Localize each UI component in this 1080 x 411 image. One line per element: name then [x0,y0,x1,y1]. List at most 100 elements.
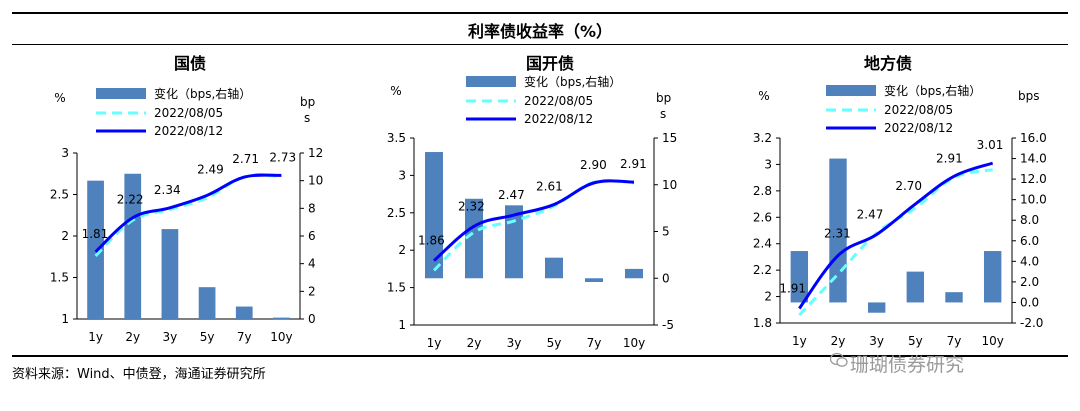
panel-title-local: 地方债 [863,54,912,73]
left-tick-label: 3.2 [753,131,772,145]
data-label: 2.91 [936,151,963,165]
bar-change-7y [945,292,963,303]
left-tick-label: 1.5 [50,271,69,285]
data-label: 1.81 [82,227,109,241]
data-label: 2.47 [498,188,525,202]
data-label: 1.91 [779,281,806,295]
right-tick-label: -2.0 [1020,316,1043,330]
left-axis-label: % [390,84,401,98]
data-label: 2.71 [232,152,259,166]
data-label: 2.34 [154,183,181,197]
right-tick-label: 15 [662,131,677,145]
left-tick-label: 3 [764,157,772,171]
data-label: 2.70 [895,179,922,193]
data-label: 2.49 [197,162,224,176]
legend-label-cur: 2022/08/12 [524,112,593,126]
bar-change-2y [124,173,142,319]
data-label: 2.31 [824,227,851,241]
legend-label-bar: 变化（bps,右轴） [884,83,981,98]
right-tick-label: 12.0 [1020,172,1047,186]
right-tick-label: -5 [662,318,674,332]
data-label: 1.86 [418,234,445,248]
right-tick-label: 2.0 [1020,275,1039,289]
right-tick-label: 5 [662,225,670,239]
left-tick-label: 2.5 [50,188,69,202]
bar-change-1y [790,251,809,303]
bar-change-10y [273,317,290,320]
left-tick-label: 3 [398,168,406,182]
bar-change-10y [983,251,1002,303]
right-axis-label: bp [300,95,315,109]
line-20220812 [433,179,635,262]
bar-change-3y [161,229,179,319]
legend-swatch-bar [826,85,876,96]
data-label: 3.01 [977,138,1004,152]
bar-change-1y [425,152,443,279]
right-tick-label: 10 [308,174,323,188]
data-label: 2.47 [857,207,884,221]
legend-label-prev: 2022/08/05 [884,103,953,117]
x-tick-label: 1y [792,334,807,348]
data-label: 2.22 [117,193,144,207]
right-tick-label: 12 [308,146,323,160]
x-tick-label: 7y [947,334,962,348]
legend-label-prev: 2022/08/05 [524,94,593,108]
x-tick-label: 10y [270,330,292,344]
data-label: 2.61 [536,180,563,194]
top-rule [12,12,1068,14]
left-tick-label: 1 [398,318,406,332]
bar-change-5y [545,257,563,279]
right-tick-label: 6.0 [1020,234,1039,248]
bar-change-10y [625,268,643,279]
left-tick-label: 2.4 [753,237,772,251]
figure-title: 利率债收益率（%） [467,22,613,41]
x-tick-label: 5y [547,336,562,350]
title-rule [12,44,1068,45]
x-tick-label: 1y [88,330,103,344]
x-tick-label: 7y [237,330,252,344]
right-axis-label: bps [1018,89,1040,103]
data-label: 2.73 [269,150,296,164]
left-tick-label: 3.5 [387,131,406,145]
left-axis-label: % [54,91,65,105]
legend-label-prev: 2022/08/05 [154,106,223,120]
right-tick-label: 14.0 [1020,152,1047,166]
right-tick-label: 6 [308,229,316,243]
left-tick-label: 2 [764,290,772,304]
bar-change-7y [585,278,603,282]
x-tick-label: 10y [981,334,1003,348]
right-tick-label: 4.0 [1020,254,1039,268]
right-tick-label: 0.0 [1020,295,1039,309]
bottom-rule [12,355,1068,357]
bar-change-3y [867,302,886,313]
panel-title-treasury: 国债 [173,54,206,73]
legend-label-bar: 变化（bps,右轴） [154,86,251,101]
left-tick-label: 2.5 [387,206,406,220]
left-tick-label: 2.2 [753,263,772,277]
right-tick-label: 10.0 [1020,193,1047,207]
source-note: 资料来源：Wind、中债登，海通证券研究所 [12,367,266,382]
watermark: 珊瑚债券研究 [850,354,965,376]
left-axis-label: % [758,89,769,103]
right-tick-label: 4 [308,257,316,271]
bar-change-2y [829,158,847,303]
right-tick-label: 2 [308,284,316,298]
line-20220812 [798,161,994,310]
data-label: 2.91 [620,157,647,171]
left-tick-label: 1.8 [753,316,772,330]
x-tick-label: 2y [467,336,482,350]
legend-label-bar: 变化（bps,右轴） [524,74,621,89]
x-tick-label: 10y [623,336,645,350]
left-tick-label: 1.5 [387,281,406,295]
right-axis-label-line2: s [660,107,666,121]
legend-label-cur: 2022/08/12 [154,124,223,138]
bar-change-2y [465,198,483,279]
x-tick-label: 3y [869,334,884,348]
left-tick-label: 2.6 [753,210,772,224]
panel-title-cdb: 国开债 [525,54,574,73]
left-tick-label: 2.8 [753,184,772,198]
